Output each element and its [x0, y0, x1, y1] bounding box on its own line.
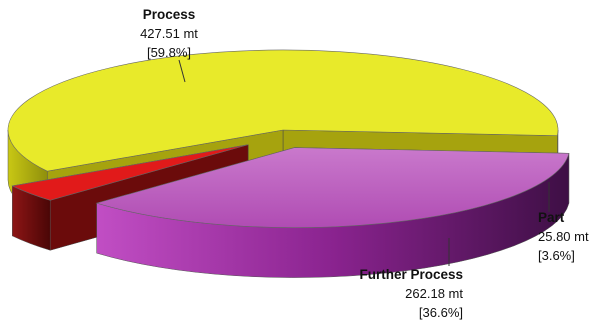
slice-label-further-process-name: Further Process [359, 267, 463, 282]
slice-label-process-value: 427.51 mt [140, 26, 198, 41]
pie-top-process [7, 49, 559, 172]
slice-label-further-process-percent: [36.6%] [419, 305, 463, 320]
slice-label-part-value: 25.80 mt [538, 229, 589, 244]
slice-label-process-name: Process [143, 7, 196, 22]
slice-label-process-percent: [59.8%] [147, 45, 191, 60]
pie-top-further-process [95, 147, 570, 228]
slice-label-part-percent: [3.6%] [538, 248, 575, 263]
leader-line-process [178, 59, 186, 83]
pie-top-part [11, 144, 249, 201]
pie-slice-further-process [95, 147, 570, 278]
slice-label-further-process-value: 262.18 mt [405, 286, 463, 301]
slice-label-part-name: Part [538, 210, 565, 225]
